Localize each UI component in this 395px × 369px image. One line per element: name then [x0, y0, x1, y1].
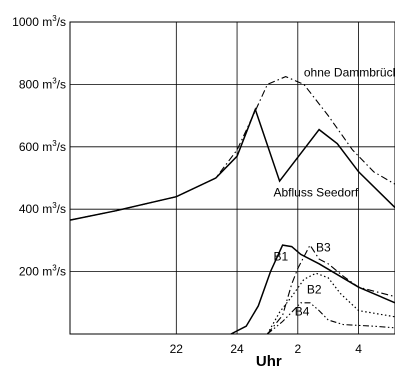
annotation-label: ohne Dammbrüche [304, 66, 395, 80]
series-line-seedorf [69, 107, 395, 221]
y-tick-number: 200 [19, 265, 42, 279]
y-tick-unit: m [42, 140, 52, 154]
series-line-B3 [266, 244, 395, 335]
y-tick-unit-tail: /s [57, 202, 66, 216]
annotation-label: B1 [274, 250, 289, 264]
series-line-B1 [230, 244, 395, 335]
y-tick-number: 400 [19, 202, 42, 216]
y-tick-unit: m [42, 77, 52, 91]
annotation-label: B2 [307, 282, 322, 296]
x-axis-title: Uhr [256, 353, 282, 369]
series-line-B2 [266, 272, 395, 335]
y-tick-unit-tail: /s [57, 265, 66, 279]
y-tick-unit: m [42, 15, 52, 29]
y-tick-unit: m [42, 202, 52, 216]
annotation-label: B3 [316, 240, 331, 254]
y-tick-unit-tail: /s [57, 15, 66, 29]
annotation-label: Abfluss Seedorf [274, 186, 359, 200]
x-tick-labels: 22 24 2 4 [170, 342, 363, 356]
x-tick-label: 24 [230, 342, 244, 356]
y-tick-label: 1000 m3/s [12, 14, 66, 29]
y-tick-unit-tail: /s [57, 140, 66, 154]
y-tick-number: 800 [19, 77, 42, 91]
y-tick-exponent: 3 [52, 201, 57, 210]
y-tick-exponent: 3 [52, 76, 57, 85]
y-tick-label: 800 m3/s [19, 76, 66, 91]
series-line-B4 [267, 302, 395, 335]
y-tick-unit-tail: /s [57, 77, 66, 91]
annotations: ohne Dammbrüche Abfluss Seedorf B1 B3 B2 B4 [274, 66, 395, 319]
y-tick-label: 600 m3/s [19, 139, 66, 154]
y-tick-exponent: 3 [52, 264, 57, 273]
y-tick-exponent: 3 [52, 139, 57, 148]
annotation-label: B4 [295, 304, 310, 318]
y-tick-number: 600 [19, 140, 42, 154]
x-tick-label: 4 [355, 342, 362, 356]
x-tick-label: 22 [170, 342, 184, 356]
x-tick-label: 2 [294, 342, 301, 356]
series-lines [69, 76, 395, 335]
y-tick-number: 1000 [12, 15, 42, 29]
y-tick-label: 200 m3/s [19, 264, 66, 279]
y-tick-label: 400 m3/s [19, 201, 66, 216]
y-tick-exponent: 3 [52, 14, 57, 23]
series-line-ohne [69, 76, 395, 221]
y-tick-unit: m [42, 265, 52, 279]
plot-frame [69, 21, 395, 335]
